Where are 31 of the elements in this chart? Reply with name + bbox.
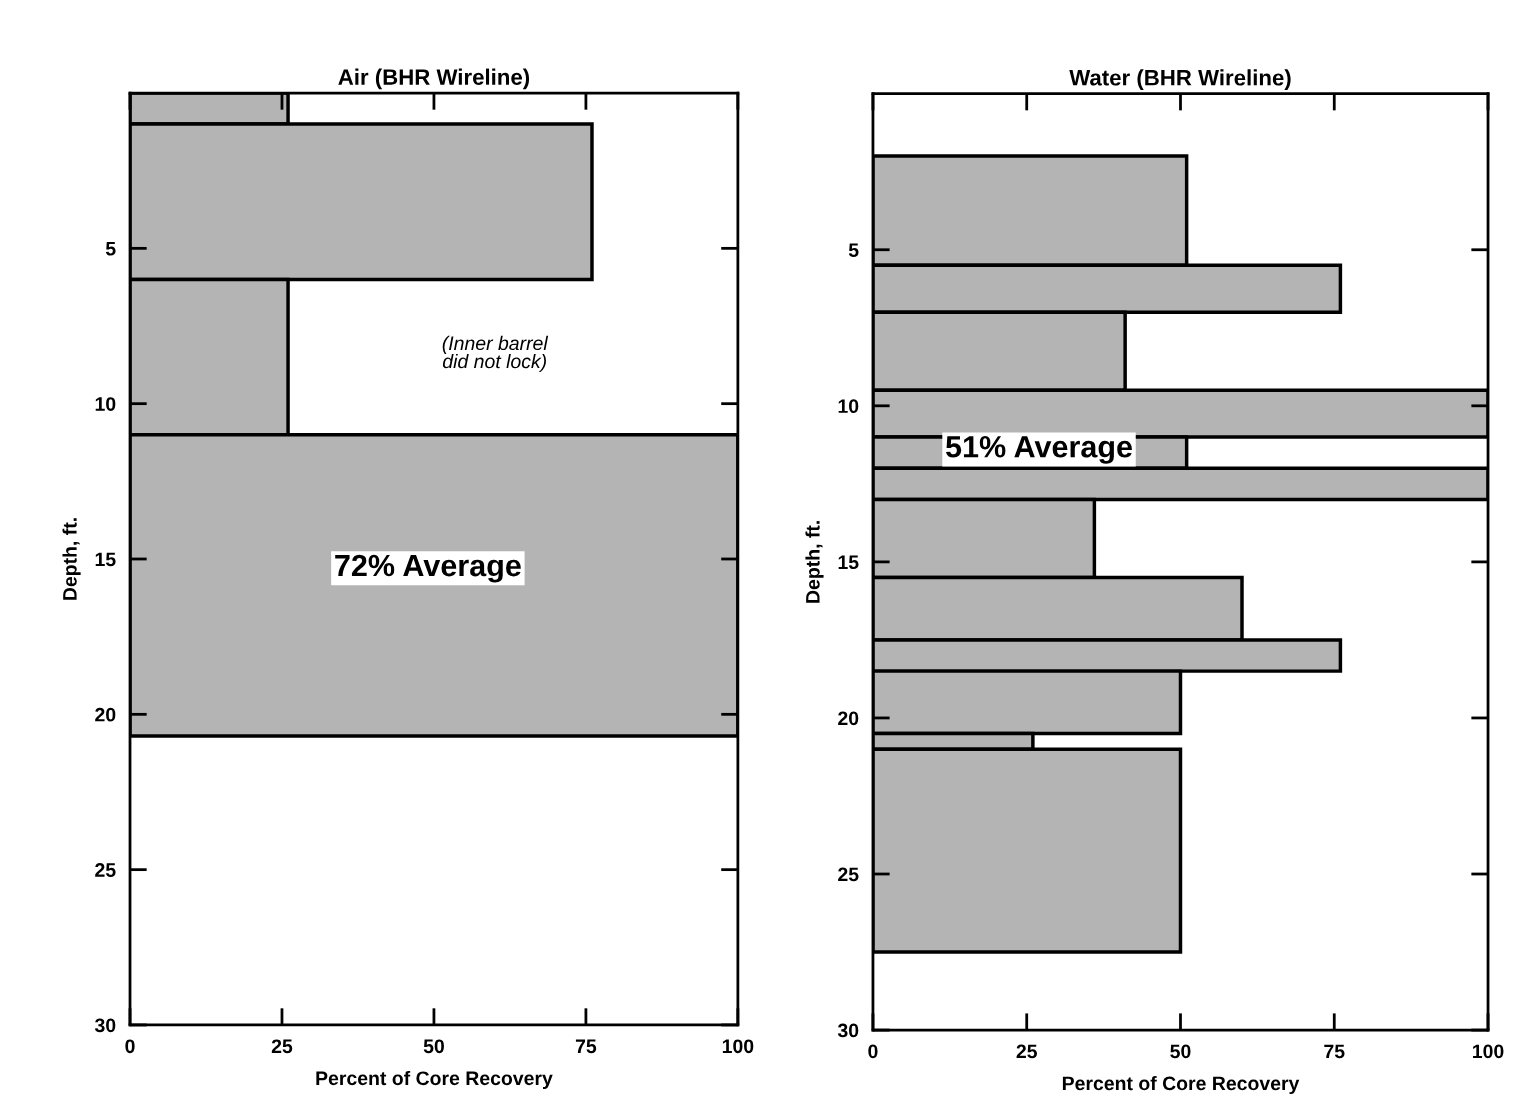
x-tick-label: 50 [1170,1044,1191,1059]
y-tick-label: 5 [848,243,859,257]
x-tick-label: 25 [271,1039,293,1054]
x-tick-label: 0 [125,1039,135,1054]
y-axis-title: Depth, ft. [62,518,81,600]
x-tick-label: 50 [423,1039,444,1054]
y-axis-title: Depth, ft. [805,521,824,603]
x-tick-label: 25 [1016,1044,1037,1059]
annotation: 72% Average [335,554,521,583]
y-tick-label: 5 [105,242,116,256]
y-tick-label: 25 [95,863,116,877]
x-tick-label: 100 [722,1039,754,1054]
x-axis-title: Percent of Core Recovery [316,1070,553,1089]
annotation: (Inner barrel did not lock) [442,335,549,373]
y-tick-label: 10 [95,397,116,411]
y-tick-label: 30 [837,1023,859,1038]
x-tick-label: 100 [1473,1044,1504,1059]
y-tick-label: 15 [95,552,116,567]
x-tick-label: 75 [1324,1044,1345,1059]
y-tick-label: 30 [94,1018,116,1033]
chart-title: Air (BHR Wireline) [338,68,530,90]
y-tick-label: 20 [838,711,859,726]
annotation: 51% Average [945,436,1132,464]
x-axis-title: Percent of Core Recovery [1062,1075,1300,1095]
y-tick-label: 15 [838,555,859,570]
y-tick-label: 10 [838,399,859,414]
chart-title: Water (BHR Wireline) [1069,69,1291,90]
y-tick-label: 20 [95,707,116,722]
y-tick-label: 25 [838,867,859,882]
x-tick-label: 75 [575,1039,597,1054]
x-tick-label: 0 [868,1044,878,1059]
